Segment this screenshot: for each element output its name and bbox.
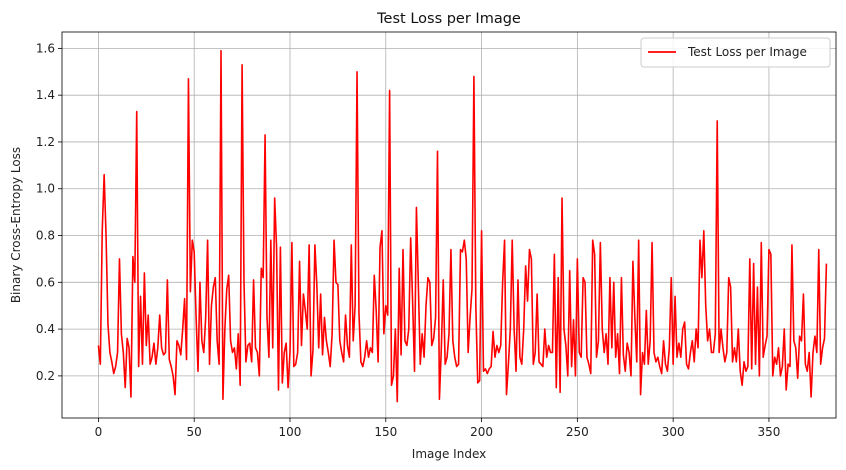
series-layer [97, 49, 828, 403]
series-line [97, 49, 828, 403]
x-tick-label: 200 [470, 425, 493, 439]
x-tick-label: 100 [279, 425, 302, 439]
legend: Test Loss per Image [640, 37, 831, 68]
legend-box [640, 37, 831, 68]
plot-frame [61, 31, 837, 419]
chart-title: Test Loss per Image [376, 11, 521, 27]
x-axis-ticks: 0 50 100 150 200 250 300 350 [95, 418, 780, 439]
y-tick-label: 0.8 [36, 229, 55, 243]
y-axis-label: Binary Cross-Entropy Loss [9, 147, 23, 303]
legend-entry-label: Test Loss per Image [687, 45, 807, 59]
x-tick-label: 50 [187, 425, 202, 439]
x-axis-label: Image Index [412, 447, 486, 461]
x-tick-label: 0 [95, 425, 103, 439]
x-tick-label: 250 [566, 425, 589, 439]
x-tick-label: 350 [757, 425, 780, 439]
x-tick-label: 150 [374, 425, 397, 439]
x-tick-label: 300 [662, 425, 685, 439]
y-tick-label: 1.0 [36, 182, 55, 196]
plot-background [62, 32, 836, 418]
y-tick-label: 1.6 [36, 41, 55, 55]
y-tick-label: 0.6 [36, 275, 55, 289]
y-tick-label: 1.2 [36, 135, 55, 149]
y-tick-label: 0.4 [36, 322, 55, 336]
y-tick-label: 1.4 [36, 88, 55, 102]
y-axis-ticks: 0.2 0.4 0.6 0.8 1.0 1.2 1.4 1.6 [36, 41, 62, 383]
y-tick-label: 0.2 [36, 369, 55, 383]
